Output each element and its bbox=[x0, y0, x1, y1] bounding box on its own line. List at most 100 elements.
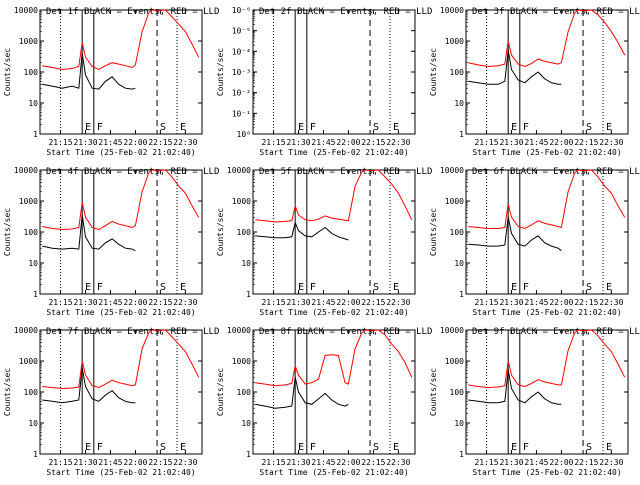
marker-label: S bbox=[373, 282, 379, 293]
detector-panel-8: Det 8f BLACK = Events, RED = LLD 1 10 100 10… bbox=[216, 326, 432, 477]
x-tick-label: 22:00 bbox=[336, 138, 360, 147]
x-tick-label: 21:15 bbox=[261, 138, 285, 147]
x-tick-label: 21:45 bbox=[524, 138, 548, 147]
plot-frame bbox=[39, 329, 203, 455]
marker-label: F bbox=[523, 442, 529, 453]
y-tick-label: 10 bbox=[454, 259, 464, 268]
x-axis-label: Start Time (25-Feb-02 21:02:40) bbox=[259, 308, 408, 317]
x-tick-label: 21:30 bbox=[73, 138, 97, 147]
y-tick-label: 10 bbox=[241, 419, 251, 428]
marker-label: E bbox=[393, 282, 399, 293]
x-tick-label: 21:15 bbox=[48, 458, 72, 467]
y-tick-label: 10⁻⁵ bbox=[232, 27, 251, 36]
plot-frame bbox=[252, 169, 416, 295]
y-tick-label: 10000 bbox=[14, 166, 38, 175]
marker-label: E bbox=[180, 442, 186, 453]
x-tick-label: 21:45 bbox=[311, 298, 335, 307]
marker-label: F bbox=[97, 282, 103, 293]
lld-series-line bbox=[468, 9, 626, 68]
y-tick-label: 10 bbox=[28, 419, 38, 428]
lld-series-line bbox=[255, 169, 413, 223]
detector-panel-7: Det 7f BLACK = Events, RED = LLD 1 10 100 10… bbox=[3, 326, 219, 477]
x-tick-label: 22:00 bbox=[123, 138, 147, 147]
x-tick-label: 22:15 bbox=[574, 458, 598, 467]
y-tick-label: 100 bbox=[24, 228, 39, 237]
x-tick-label: 21:15 bbox=[261, 298, 285, 307]
marker-label: F bbox=[310, 282, 316, 293]
y-axis-label: Counts/sec bbox=[3, 368, 12, 416]
plot-frame bbox=[252, 329, 416, 455]
detector-panel-1: Det 1f BLACK = Events, RED = LLD 1 10 100 10… bbox=[3, 6, 219, 157]
x-axis-label: Start Time (25-Feb-02 21:02:40) bbox=[46, 308, 195, 317]
x-tick-label: 22:15 bbox=[574, 138, 598, 147]
x-tick-label: 21:45 bbox=[311, 458, 335, 467]
y-tick-label: 10⁻⁴ bbox=[232, 47, 251, 56]
y-tick-label: 1 bbox=[459, 130, 464, 139]
detector-panel-2: Det 2f BLACK = Events, RED = LLD 10⁰ 10⁻¹ 1… bbox=[216, 6, 432, 157]
y-tick-label: 10 bbox=[28, 259, 38, 268]
x-tick-label: 21:15 bbox=[261, 458, 285, 467]
y-axis-label: Counts/sec bbox=[3, 48, 12, 96]
y-tick-label: 10⁻¹ bbox=[232, 109, 251, 118]
panel-title: Det 1f BLACK = Events, RED = LLD bbox=[46, 7, 219, 17]
lld-series-line bbox=[255, 329, 413, 387]
lld-series-line bbox=[42, 329, 200, 390]
x-tick-label: 21:45 bbox=[524, 298, 548, 307]
x-tick-label: 21:30 bbox=[73, 298, 97, 307]
y-tick-label: 100 bbox=[450, 388, 465, 397]
y-tick-label: 100 bbox=[237, 388, 252, 397]
x-tick-label: 21:45 bbox=[98, 458, 122, 467]
x-tick-label: 22:15 bbox=[148, 298, 172, 307]
x-tick-label: 22:00 bbox=[123, 298, 147, 307]
x-axis-label: Start Time (25-Feb-02 21:02:40) bbox=[472, 148, 621, 157]
y-tick-label: 100 bbox=[24, 68, 39, 77]
detector-panel-6: Det 6f BLACK = Events, RED = LLD 1 10 100 10… bbox=[429, 166, 640, 317]
marker-label: S bbox=[373, 122, 379, 133]
x-tick-label: 22:30 bbox=[173, 458, 197, 467]
y-tick-label: 1 bbox=[33, 290, 38, 299]
detector-panel-3: Det 3f BLACK = Events, RED = LLD 1 10 100 10… bbox=[429, 6, 640, 157]
marker-label: E bbox=[393, 442, 399, 453]
x-axis-label: Start Time (25-Feb-02 21:02:40) bbox=[259, 148, 408, 157]
y-tick-label: 10000 bbox=[227, 326, 251, 335]
events-series-line bbox=[255, 221, 349, 241]
y-tick-label: 1 bbox=[459, 290, 464, 299]
y-tick-label: 1000 bbox=[445, 357, 464, 366]
x-tick-label: 22:30 bbox=[599, 138, 623, 147]
y-tick-label: 1 bbox=[246, 290, 251, 299]
detector-panel-5: Det 5f BLACK = Events, RED = LLD 1 10 100 10… bbox=[216, 166, 432, 317]
y-tick-label: 1 bbox=[33, 450, 38, 459]
y-tick-label: 1000 bbox=[19, 197, 38, 206]
x-axis-label: Start Time (25-Feb-02 21:02:40) bbox=[46, 148, 195, 157]
y-axis-label: Counts/sec bbox=[3, 208, 12, 256]
lld-series-line bbox=[42, 9, 200, 71]
x-tick-label: 22:15 bbox=[361, 458, 385, 467]
marker-label: S bbox=[586, 282, 592, 293]
marker-label: F bbox=[310, 442, 316, 453]
x-tick-label: 21:30 bbox=[499, 298, 523, 307]
marker-label: F bbox=[97, 122, 103, 133]
events-series-line bbox=[42, 215, 136, 252]
events-series-line bbox=[42, 367, 136, 404]
x-tick-label: 21:30 bbox=[286, 458, 310, 467]
panel-title: Det 7f BLACK = Events, RED = LLD bbox=[46, 327, 219, 337]
panel-title: Det 2f BLACK = Events, RED = LLD bbox=[259, 7, 432, 17]
marker-label: E bbox=[606, 442, 612, 453]
detector-panel-9: Det 9f BLACK = Events, RED = LLD 1 10 100 10… bbox=[429, 326, 640, 477]
marker-label: E bbox=[85, 122, 91, 133]
x-axis-label: Start Time (25-Feb-02 21:02:40) bbox=[259, 468, 408, 477]
marker-label: E bbox=[606, 122, 612, 133]
x-tick-label: 21:30 bbox=[286, 298, 310, 307]
x-tick-label: 22:00 bbox=[549, 458, 573, 467]
x-axis-label: Start Time (25-Feb-02 21:02:40) bbox=[472, 308, 621, 317]
marker-label: E bbox=[298, 282, 304, 293]
x-tick-label: 21:30 bbox=[73, 458, 97, 467]
x-tick-label: 22:00 bbox=[336, 298, 360, 307]
plot-frame bbox=[252, 9, 416, 135]
y-tick-label: 100 bbox=[237, 228, 252, 237]
x-tick-label: 22:00 bbox=[549, 298, 573, 307]
marker-label: E bbox=[298, 122, 304, 133]
y-tick-label: 10000 bbox=[440, 6, 464, 15]
x-tick-label: 22:15 bbox=[148, 458, 172, 467]
